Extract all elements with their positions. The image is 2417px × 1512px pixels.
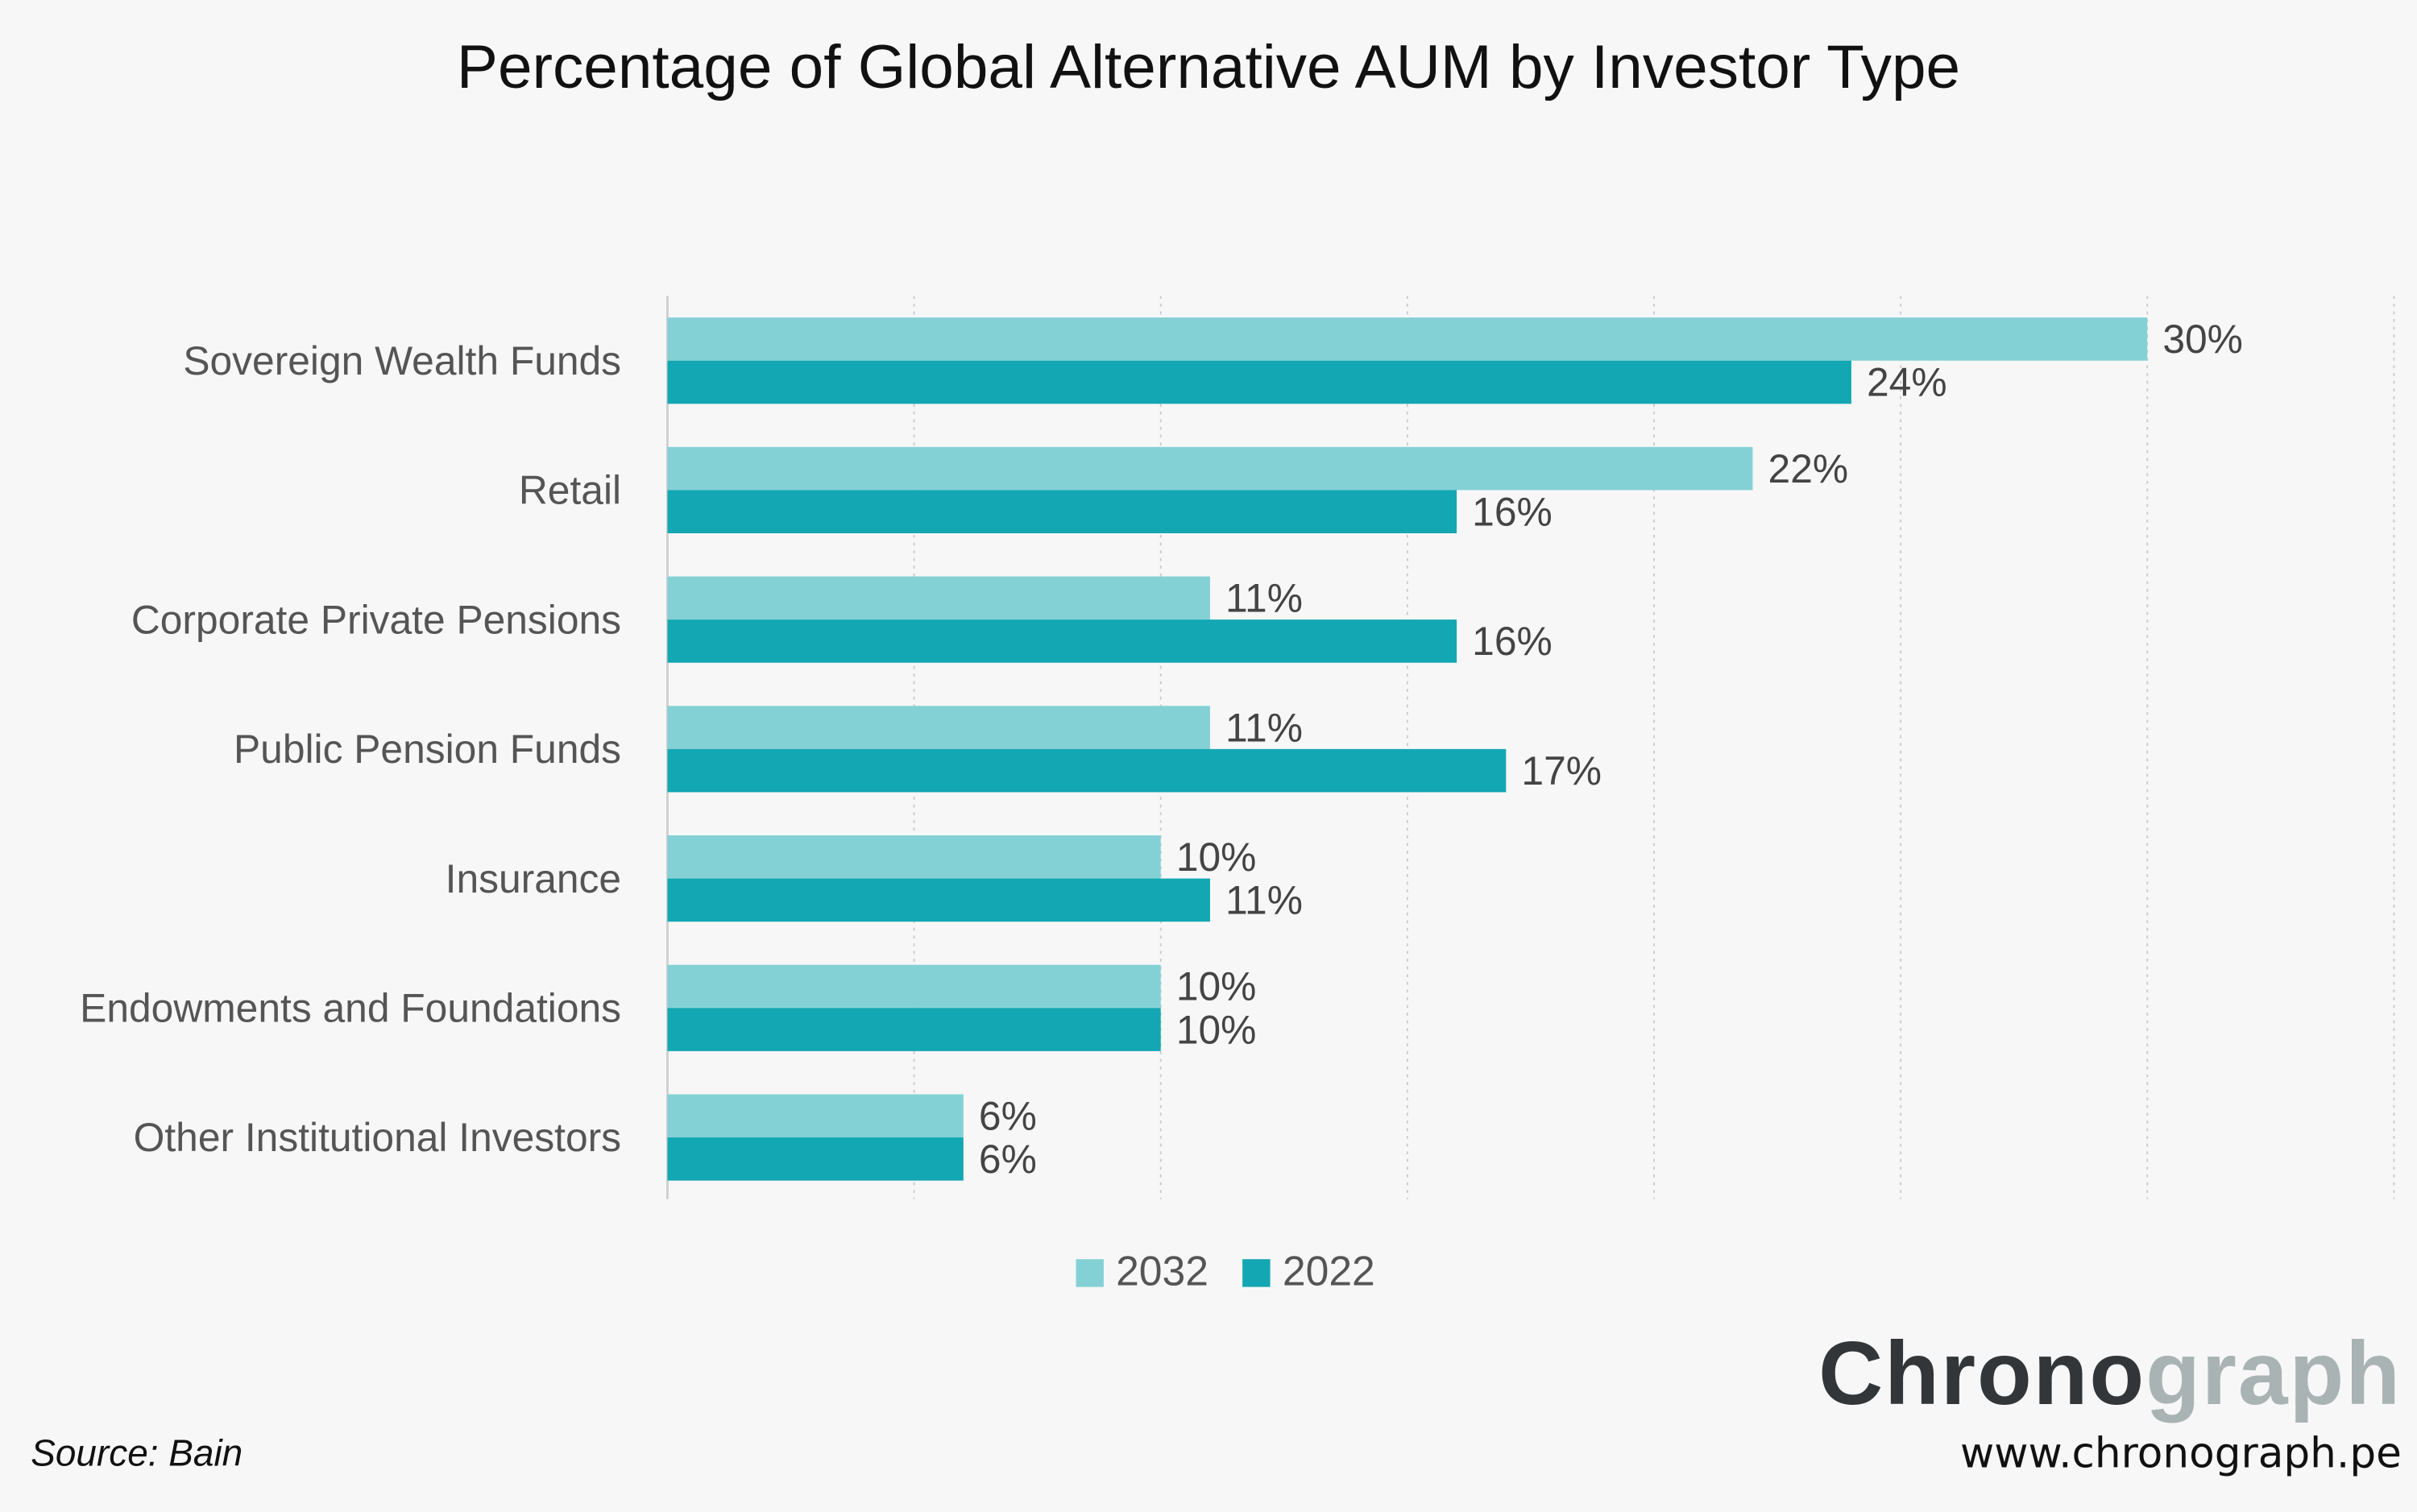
data-label: 10% xyxy=(1176,835,1257,880)
data-label: 17% xyxy=(1521,748,1602,793)
brand-logo: Chronograph xyxy=(1818,1323,2402,1426)
bar-2022 xyxy=(667,1008,1161,1051)
category-label: Insurance xyxy=(446,856,621,901)
data-label: 24% xyxy=(1867,360,1947,405)
data-label: 22% xyxy=(1768,446,1849,491)
legend: 2032 2022 xyxy=(0,1249,2417,1296)
brand-url: www.chronograph.pe xyxy=(1960,1430,2402,1478)
data-label: 6% xyxy=(979,1137,1037,1182)
legend-item-2022: 2022 xyxy=(1242,1249,1375,1296)
bar-2032 xyxy=(667,1094,964,1138)
category-label: Endowments and Foundations xyxy=(80,986,621,1031)
logo-part2: graph xyxy=(2145,1324,2402,1424)
legend-label: 2022 xyxy=(1282,1248,1375,1295)
category-label: Sovereign Wealth Funds xyxy=(183,338,621,383)
category-label: Public Pension Funds xyxy=(234,727,621,772)
logo-part1: Chrono xyxy=(1818,1324,2146,1424)
data-label: 11% xyxy=(1225,878,1303,923)
data-label: 16% xyxy=(1472,619,1553,664)
legend-label: 2032 xyxy=(1116,1248,1209,1295)
bar-2032 xyxy=(667,446,1753,491)
bar-2032 xyxy=(667,317,2148,361)
bar-2022 xyxy=(667,748,1507,793)
data-label: 11% xyxy=(1225,705,1303,750)
bar-2022 xyxy=(667,360,1851,404)
category-label: Retail xyxy=(519,468,621,513)
data-label: 16% xyxy=(1472,489,1553,534)
data-label: 10% xyxy=(1176,964,1257,1009)
data-label: 11% xyxy=(1225,576,1303,621)
data-label: 30% xyxy=(2162,317,2243,362)
bar-2032 xyxy=(667,576,1210,620)
category-label: Other Institutional Investors xyxy=(134,1115,621,1160)
category-label: Corporate Private Pensions xyxy=(131,597,621,642)
bar-2022 xyxy=(667,490,1457,534)
bar-2022 xyxy=(667,878,1210,922)
bar-2032 xyxy=(667,835,1161,879)
legend-swatch-2022 xyxy=(1242,1258,1271,1286)
data-label: 6% xyxy=(979,1093,1037,1138)
bar-2022 xyxy=(667,1137,964,1181)
legend-item-2032: 2032 xyxy=(1076,1249,1208,1296)
bar-2022 xyxy=(667,619,1457,663)
data-label: 10% xyxy=(1176,1007,1257,1052)
bar-2032 xyxy=(667,706,1210,749)
legend-swatch-2032 xyxy=(1076,1258,1104,1286)
bar-2032 xyxy=(667,964,1161,1009)
source-note: Source: Bain xyxy=(31,1433,243,1476)
chart-title: Percentage of Global Alternative AUM by … xyxy=(456,34,1961,102)
